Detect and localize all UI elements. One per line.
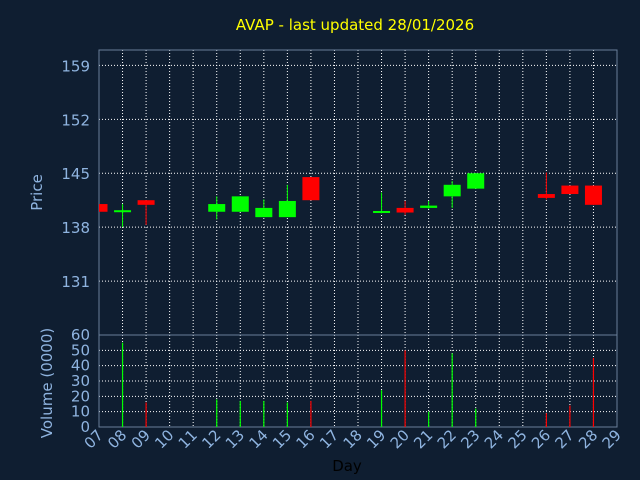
volume-bars bbox=[121, 342, 595, 427]
candles bbox=[99, 172, 602, 228]
price-axis-label: Price bbox=[28, 174, 46, 211]
volume-tick-label: 10 bbox=[71, 403, 90, 421]
x-tick-label: 11 bbox=[175, 426, 201, 452]
x-tick-label: 20 bbox=[387, 426, 413, 452]
x-axis-label: Day bbox=[332, 457, 362, 475]
volume-tick-label: 30 bbox=[71, 372, 90, 390]
x-tick-label: 18 bbox=[340, 426, 366, 452]
candle-body bbox=[443, 184, 461, 197]
volume-axis-label: Volume (0000) bbox=[38, 328, 56, 438]
candle-body bbox=[561, 185, 579, 195]
candle-body bbox=[420, 205, 438, 208]
price-tick-label: 145 bbox=[61, 165, 90, 183]
grid-lines bbox=[98, 50, 618, 428]
x-tick-label: 29 bbox=[599, 426, 625, 452]
x-tick-label: 16 bbox=[293, 426, 319, 452]
candle-body bbox=[114, 210, 132, 213]
candle-body bbox=[302, 177, 320, 201]
candle-body bbox=[373, 210, 391, 213]
candle-body bbox=[231, 196, 249, 212]
volume-tick-label: 0 bbox=[80, 418, 90, 436]
x-tick-label: 27 bbox=[552, 426, 578, 452]
candle-body bbox=[99, 204, 108, 212]
price-tick-label: 138 bbox=[61, 219, 90, 237]
x-tick-label: 22 bbox=[434, 426, 460, 452]
chart-title: AVAP - last updated 28/01/2026 bbox=[236, 16, 474, 34]
x-tick-label: 10 bbox=[151, 426, 177, 452]
candle-body bbox=[208, 204, 226, 212]
price-tick-label: 152 bbox=[61, 111, 90, 129]
x-tick-label: 24 bbox=[481, 426, 507, 452]
x-tick-label: 13 bbox=[222, 426, 248, 452]
price-tick-label: 159 bbox=[61, 57, 90, 75]
volume-panel-border bbox=[98, 334, 618, 428]
volume-tick-label: 40 bbox=[71, 357, 90, 375]
volume-tick-label: 50 bbox=[71, 341, 90, 359]
x-tick-label: 14 bbox=[245, 426, 271, 452]
x-tick-label: 12 bbox=[198, 426, 224, 452]
candle-body bbox=[537, 194, 555, 198]
x-tick-label: 15 bbox=[269, 426, 295, 452]
candle-body bbox=[137, 200, 155, 205]
candle-body bbox=[255, 207, 273, 218]
x-tick-label: 26 bbox=[528, 426, 554, 452]
candle-body bbox=[278, 200, 296, 218]
x-tick-label: 08 bbox=[104, 426, 130, 452]
x-tick-label: 25 bbox=[504, 426, 530, 452]
x-tick-label: 17 bbox=[316, 426, 342, 452]
x-tick-label: 23 bbox=[457, 426, 483, 452]
x-tick-label: 21 bbox=[410, 426, 436, 452]
volume-tick-label: 60 bbox=[71, 326, 90, 344]
candle-body bbox=[584, 185, 602, 205]
candle-body bbox=[467, 173, 485, 189]
x-tick-label: 28 bbox=[575, 426, 601, 452]
volume-tick-label: 20 bbox=[71, 387, 90, 405]
candle-body bbox=[396, 207, 414, 213]
x-tick-label: 09 bbox=[128, 426, 154, 452]
x-tick-label: 19 bbox=[363, 426, 389, 452]
price-tick-label: 131 bbox=[61, 273, 90, 291]
